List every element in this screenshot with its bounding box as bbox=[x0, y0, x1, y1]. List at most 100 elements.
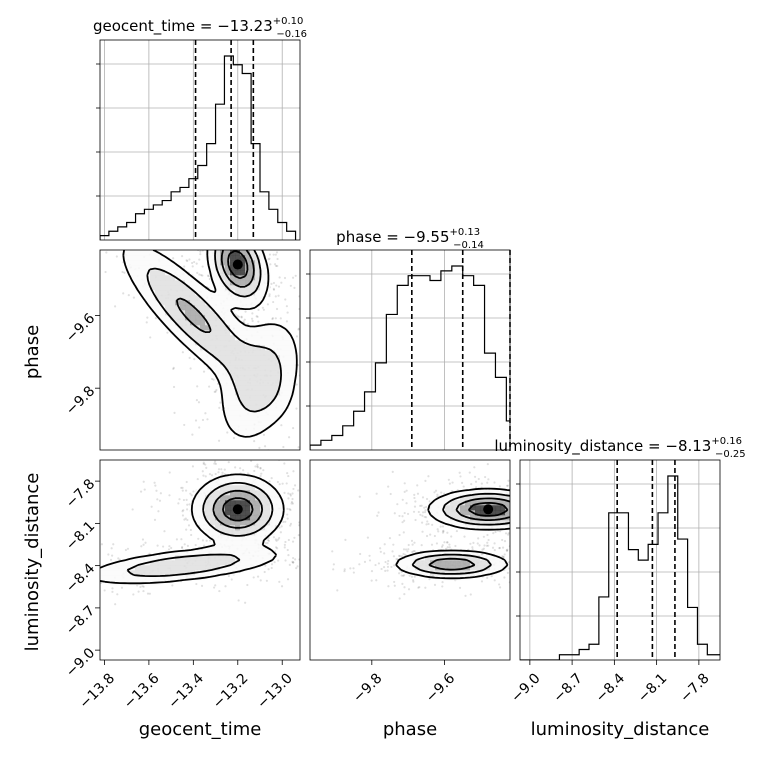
sample-point bbox=[211, 183, 213, 185]
density-cell bbox=[280, 340, 286, 346]
sample-point bbox=[376, 514, 379, 517]
density-cell bbox=[125, 250, 131, 256]
density-cell bbox=[280, 360, 286, 366]
y-tick-label: −8.7 bbox=[63, 603, 98, 638]
density-cell bbox=[190, 300, 196, 306]
density-cell bbox=[275, 360, 281, 366]
density-cell bbox=[240, 295, 246, 301]
sample-point bbox=[157, 510, 160, 513]
sample-point bbox=[511, 501, 513, 503]
sample-point bbox=[303, 556, 305, 558]
sample-point bbox=[514, 496, 516, 498]
density-cell bbox=[155, 575, 161, 581]
panel-content bbox=[60, 183, 300, 573]
sample-point bbox=[280, 571, 282, 573]
sample-point bbox=[286, 507, 289, 510]
density-cell bbox=[450, 550, 456, 556]
density-cell bbox=[265, 505, 271, 511]
sample-point bbox=[410, 575, 414, 578]
scatter-panel-geocent-time-phase bbox=[60, 183, 301, 573]
density-cell bbox=[200, 520, 206, 526]
sample-point bbox=[223, 224, 225, 226]
sample-point bbox=[516, 550, 518, 552]
sample-point bbox=[508, 567, 510, 570]
sample-point bbox=[244, 310, 247, 313]
sample-point bbox=[221, 471, 224, 474]
sample-point bbox=[521, 495, 523, 497]
sample-point bbox=[269, 263, 272, 266]
density-cell bbox=[480, 570, 486, 576]
sample-point bbox=[440, 491, 443, 494]
density-cell bbox=[215, 495, 221, 501]
sample-point bbox=[4, 591, 6, 593]
sample-point bbox=[587, 507, 589, 509]
density-cell bbox=[180, 560, 186, 566]
density-cell bbox=[470, 555, 476, 561]
sample-point bbox=[334, 543, 336, 545]
sample-point bbox=[486, 481, 489, 484]
density-cell bbox=[225, 280, 231, 286]
sample-point bbox=[507, 561, 510, 564]
sample-point bbox=[540, 500, 542, 502]
sample-point bbox=[399, 554, 402, 558]
density-cell bbox=[255, 545, 261, 551]
density-cell bbox=[230, 485, 236, 491]
sample-point bbox=[387, 485, 390, 488]
sample-point bbox=[243, 221, 245, 223]
density-cell bbox=[280, 390, 286, 396]
sample-point bbox=[292, 487, 295, 491]
sample-point bbox=[462, 485, 465, 488]
sample-point bbox=[251, 312, 254, 315]
density-cell bbox=[450, 500, 456, 506]
density-cell bbox=[245, 295, 251, 301]
sample-point bbox=[202, 462, 205, 466]
density-cell bbox=[430, 550, 436, 556]
sample-point bbox=[215, 243, 217, 245]
sample-point bbox=[277, 538, 280, 541]
density-cell bbox=[155, 555, 161, 561]
sample-point bbox=[181, 489, 184, 492]
sample-point bbox=[486, 541, 489, 544]
density-cell bbox=[215, 340, 221, 346]
density-cell bbox=[435, 550, 441, 556]
panel-content bbox=[4, 460, 336, 611]
density-cell bbox=[185, 340, 191, 346]
sample-point bbox=[217, 468, 221, 471]
sample-point bbox=[185, 508, 189, 511]
density-cell bbox=[205, 360, 211, 366]
sample-point bbox=[289, 522, 293, 525]
sample-point bbox=[128, 203, 130, 205]
density-cell bbox=[245, 560, 251, 566]
density-cell bbox=[115, 565, 121, 571]
sample-point bbox=[546, 502, 548, 504]
sample-point bbox=[154, 484, 157, 487]
sample-point bbox=[294, 274, 297, 277]
density-cell bbox=[245, 285, 251, 291]
sample-point bbox=[241, 247, 243, 249]
sample-point bbox=[60, 330, 62, 332]
density-cell bbox=[175, 575, 181, 581]
sample-point bbox=[201, 539, 205, 542]
sample-point bbox=[122, 292, 125, 295]
sample-point bbox=[538, 538, 540, 540]
x-tick-label: −13.8 bbox=[77, 670, 119, 712]
density-cell bbox=[425, 555, 431, 561]
sample-point bbox=[398, 572, 401, 575]
density-cell bbox=[215, 520, 221, 526]
density-cell bbox=[170, 300, 176, 306]
sample-point bbox=[225, 228, 227, 230]
sample-point bbox=[490, 575, 493, 578]
sample-point bbox=[526, 496, 528, 498]
density-cell bbox=[130, 575, 136, 581]
density-cell bbox=[155, 275, 161, 281]
density-cell bbox=[290, 345, 296, 351]
density-cell bbox=[465, 560, 471, 566]
density-cell bbox=[275, 345, 281, 351]
density-cell bbox=[145, 300, 151, 306]
density-cell bbox=[255, 365, 261, 371]
density-cell bbox=[410, 570, 416, 576]
density-cell bbox=[150, 275, 156, 281]
density-cell bbox=[175, 270, 181, 276]
density-cell bbox=[265, 350, 271, 356]
sample-point bbox=[50, 609, 52, 611]
